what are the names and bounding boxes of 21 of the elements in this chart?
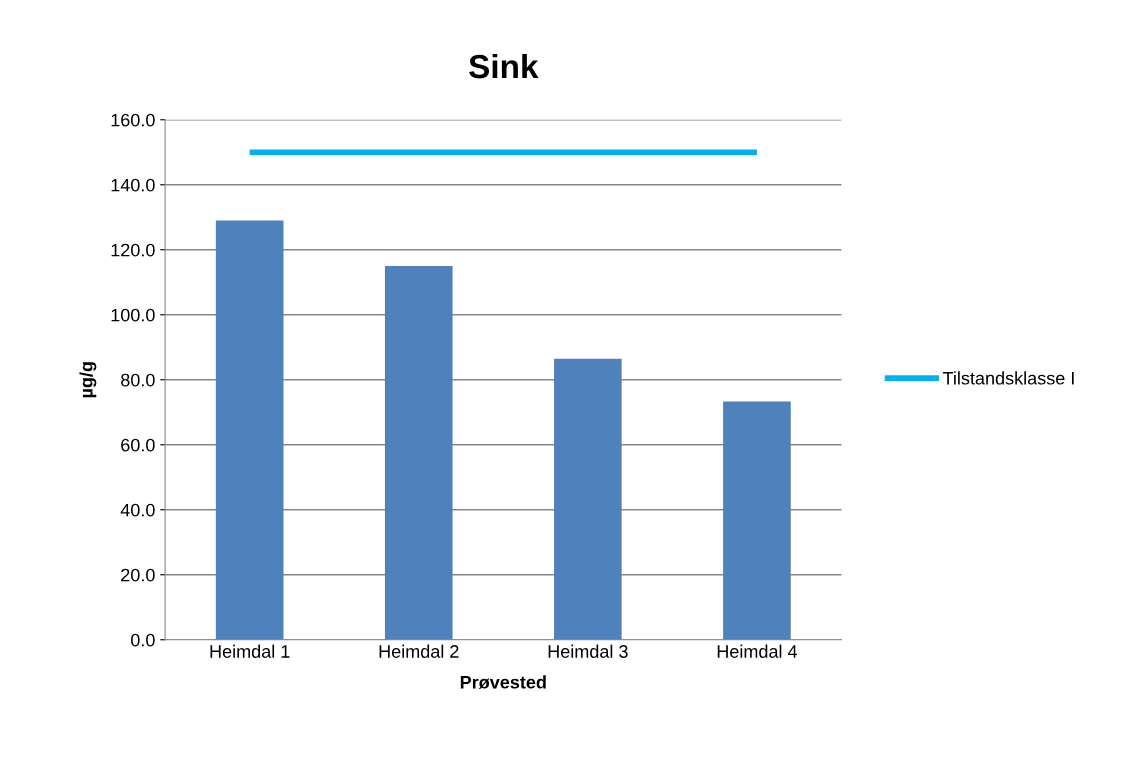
y-tick-label: 60.0: [121, 438, 155, 452]
y-tick-label: 120.0: [111, 243, 155, 257]
y-tick-label: 80.0: [121, 373, 155, 387]
x-tick-label: Heimdal 1: [210, 644, 290, 658]
legend-label: Tilstandsklasse I: [942, 371, 1074, 385]
bar: [554, 358, 622, 640]
x-axis-title: Prøvested: [460, 675, 546, 689]
bar: [215, 220, 284, 640]
y-tick-label: 160.0: [111, 113, 155, 127]
x-tick-label: Heimdal 3: [548, 644, 628, 658]
y-tick-label: 140.0: [111, 178, 155, 192]
x-tick-label: Heimdal 2: [379, 644, 459, 658]
y-tick-label: 20.0: [121, 568, 155, 582]
y-tick-label: 40.0: [120, 503, 155, 517]
y-axis-title: µg/g: [79, 362, 97, 398]
bar: [384, 266, 453, 640]
y-tick-label: 0.0: [131, 633, 155, 647]
x-tick-label: Heimdal 4: [717, 644, 798, 658]
bar: [723, 401, 791, 640]
y-tick-label: 100.0: [111, 308, 155, 322]
chart-title: Sink: [469, 53, 539, 79]
